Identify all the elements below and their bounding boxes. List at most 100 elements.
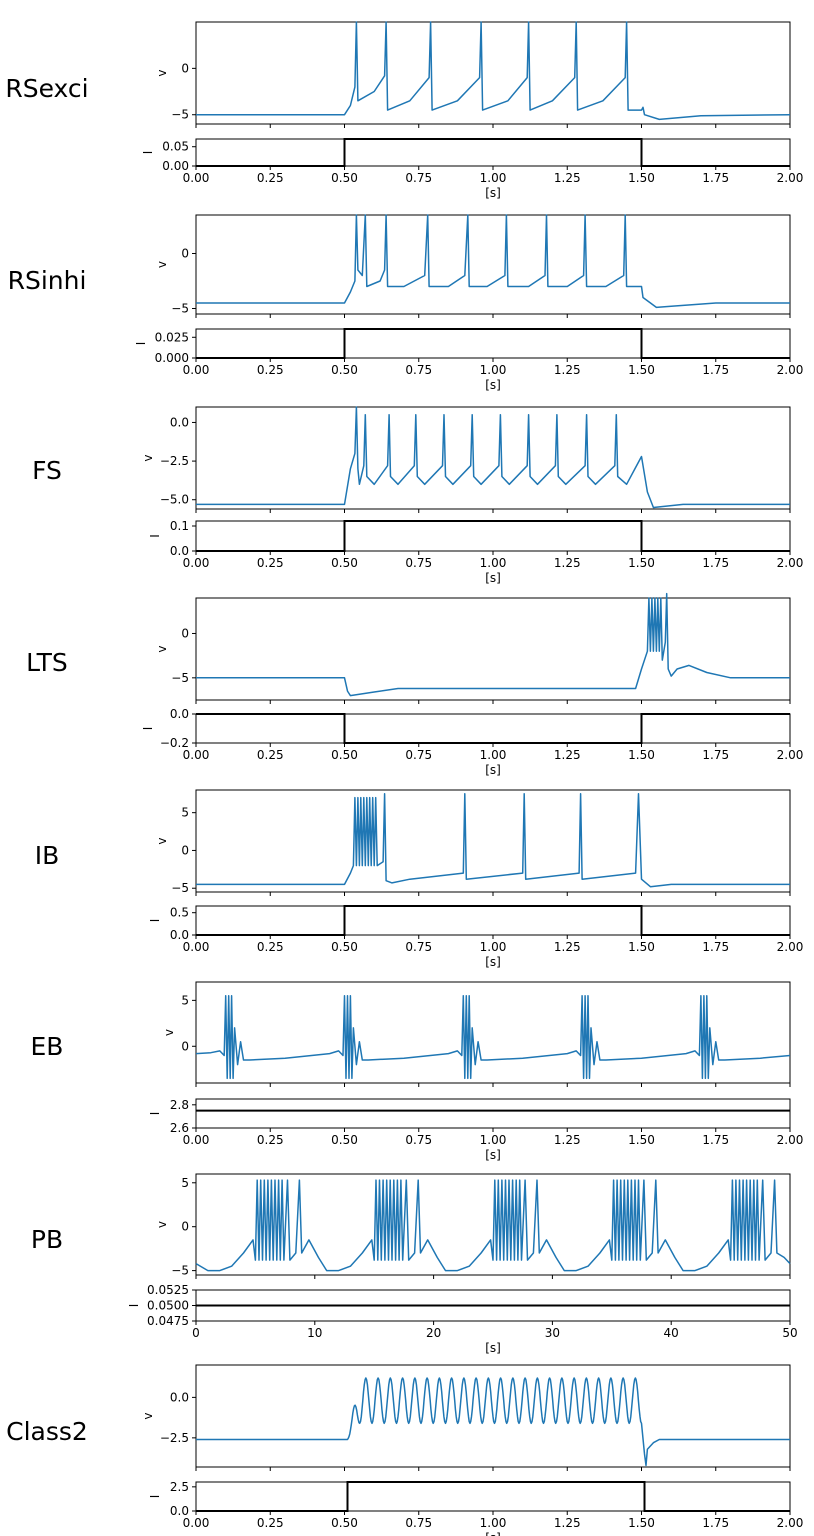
current-axes-xtick-label: 2.00 xyxy=(777,1516,804,1530)
current-axes-xlabel: [s] xyxy=(485,378,501,392)
voltage-axes-ytick-label: −5 xyxy=(171,302,189,316)
voltage-axes-ytick-label: −2.5 xyxy=(160,1431,189,1445)
voltage-axes-frame xyxy=(195,214,791,315)
current-axes-xtick-label: 0.75 xyxy=(405,1133,432,1147)
voltage-axes-frame xyxy=(195,597,791,701)
voltage-trace xyxy=(195,1179,791,1272)
current-axes-ytick-label: 0.00 xyxy=(162,159,189,173)
voltage-axes-ytick-label: −5 xyxy=(171,671,189,685)
current-axes-xtick-label: 1.25 xyxy=(554,1516,581,1530)
current-axes-xtick-label: 1.75 xyxy=(702,363,729,377)
current-axes-xtick-label: 0.50 xyxy=(331,363,358,377)
voltage-axes-ytick-label: 0 xyxy=(181,1039,189,1053)
current-axes-xtick-label: 30 xyxy=(545,1326,560,1340)
current-axes-xtick-label: 1.00 xyxy=(480,748,507,762)
current-axes-xtick-label: 0.25 xyxy=(257,171,284,185)
voltage-axes-ytick-label: −5 xyxy=(171,1264,189,1278)
current-axes-xtick-label: 1.75 xyxy=(702,1516,729,1530)
current-axes-ytick-label: 0.0 xyxy=(170,544,189,558)
current-axes-xtick-label: 0.75 xyxy=(405,363,432,377)
panel-title: RSexci xyxy=(5,74,88,103)
current-axes-xtick-label: 0.50 xyxy=(331,748,358,762)
current-axes-xlabel: [s] xyxy=(485,1341,501,1355)
current-axes-ylabel: I xyxy=(134,342,148,346)
current-axes-ytick-label: 0.0 xyxy=(170,707,189,721)
current-axes-ytick-label: 0.0475 xyxy=(147,1314,189,1328)
voltage-axes-ylabel: v xyxy=(155,261,169,268)
voltage-axes-ytick-label: 0.0 xyxy=(170,1390,189,1404)
current-axes-ytick-label: 0.0 xyxy=(170,928,189,942)
voltage-axes-ylabel: v xyxy=(155,1221,169,1228)
current-axes-xtick-label: 1.00 xyxy=(480,940,507,954)
current-axes-xtick-label: 1.25 xyxy=(554,171,581,185)
current-axes-xtick-label: 1.75 xyxy=(702,171,729,185)
current-axes-xlabel: [s] xyxy=(485,763,501,777)
voltage-axes-ylabel: v xyxy=(162,1029,176,1036)
current-axes-ylabel: I xyxy=(141,151,155,155)
current-trace xyxy=(196,713,790,744)
current-axes-xtick-label: 1.50 xyxy=(628,363,655,377)
voltage-trace xyxy=(195,995,791,1080)
current-axes-xtick-label: 1.50 xyxy=(628,940,655,954)
current-axes-xtick-label: 2.00 xyxy=(777,940,804,954)
voltage-axes-ytick-label: 0 xyxy=(181,247,189,261)
current-axes-ylabel: I xyxy=(148,1112,162,1116)
voltage-trace xyxy=(196,1377,790,1467)
current-axes-xlabel: [s] xyxy=(485,571,501,585)
voltage-axes-ytick-label: −5 xyxy=(171,881,189,895)
current-axes-xtick-label: 1.25 xyxy=(554,748,581,762)
current-axes-frame xyxy=(195,905,791,936)
current-axes-xtick-label: 2.00 xyxy=(777,748,804,762)
panel-title: LTS xyxy=(26,648,68,677)
voltage-axes-frame xyxy=(195,21,791,125)
current-axes-ytick-label: 0.05 xyxy=(162,140,189,154)
current-axes-frame xyxy=(195,1481,791,1512)
panel-rsexci: RSexci −5 0 v 0.00 0.05 I 0.00 0.25 0.50 0.75 1.00 1… xyxy=(5,21,803,200)
current-axes-xtick-label: 0.00 xyxy=(183,940,210,954)
current-axes-xlabel: [s] xyxy=(485,186,501,200)
current-axes-xtick-label: 1.50 xyxy=(628,556,655,570)
voltage-axes-ytick-label: 0 xyxy=(181,843,189,857)
current-axes-xtick-label: 1.50 xyxy=(628,1133,655,1147)
current-axes-xtick-label: 0.00 xyxy=(183,556,210,570)
current-axes-ytick-label: 0.5 xyxy=(170,906,189,920)
voltage-trace xyxy=(196,793,790,888)
panel-title: PB xyxy=(31,1225,63,1254)
panel-title: IB xyxy=(35,841,60,870)
voltage-axes-ytick-label: −2.5 xyxy=(160,454,189,468)
voltage-axes-ylabel: v xyxy=(155,837,169,844)
current-axes-ytick-label: 0.0 xyxy=(170,1504,189,1518)
current-axes-ytick-label: 2.5 xyxy=(170,1480,189,1494)
current-trace xyxy=(196,1481,790,1512)
current-axes-frame xyxy=(195,520,791,552)
current-axes-xtick-label: 1.25 xyxy=(554,556,581,570)
current-axes-xtick-label: 0.00 xyxy=(183,363,210,377)
current-axes-xtick-label: 2.00 xyxy=(777,556,804,570)
voltage-axes-frame xyxy=(195,1173,791,1276)
current-axes-frame xyxy=(195,328,791,359)
current-axes-xtick-label: 0.75 xyxy=(405,171,432,185)
current-axes-frame xyxy=(195,713,791,744)
voltage-axes-ytick-label: 5 xyxy=(181,993,189,1007)
current-axes-ytick-label: 0.025 xyxy=(155,330,189,344)
current-axes-xtick-label: 1.25 xyxy=(554,363,581,377)
current-axes-xtick-label: 1.75 xyxy=(702,748,729,762)
current-axes-xtick-label: 1.00 xyxy=(480,363,507,377)
current-axes-xtick-label: 1.00 xyxy=(480,556,507,570)
current-axes-xtick-label: 0.00 xyxy=(183,1516,210,1530)
current-axes-ytick-label: 0.000 xyxy=(155,351,189,365)
voltage-trace xyxy=(196,21,791,121)
voltage-axes-ylabel: v xyxy=(155,645,169,652)
current-axes-xtick-label: 1.25 xyxy=(554,940,581,954)
current-axes-xtick-label: 1.00 xyxy=(480,1516,507,1530)
voltage-trace xyxy=(196,592,790,697)
panel-ib: IB −5 0 5 v 0.0 0.5 I 0.00 0.25 0.50 0.75 1.00 1.25 1.… xyxy=(35,789,804,969)
voltage-axes-ytick-label: −5 xyxy=(171,108,189,122)
current-axes-xtick-label: 20 xyxy=(426,1326,441,1340)
voltage-axes-ytick-label: 0 xyxy=(181,1220,189,1234)
current-axes-xtick-label: 0.25 xyxy=(257,1133,284,1147)
current-axes-xtick-label: 50 xyxy=(782,1326,797,1340)
panel-title: EB xyxy=(31,1032,64,1061)
current-axes-xtick-label: 1.50 xyxy=(628,748,655,762)
current-axes-ylabel: I xyxy=(148,919,162,923)
